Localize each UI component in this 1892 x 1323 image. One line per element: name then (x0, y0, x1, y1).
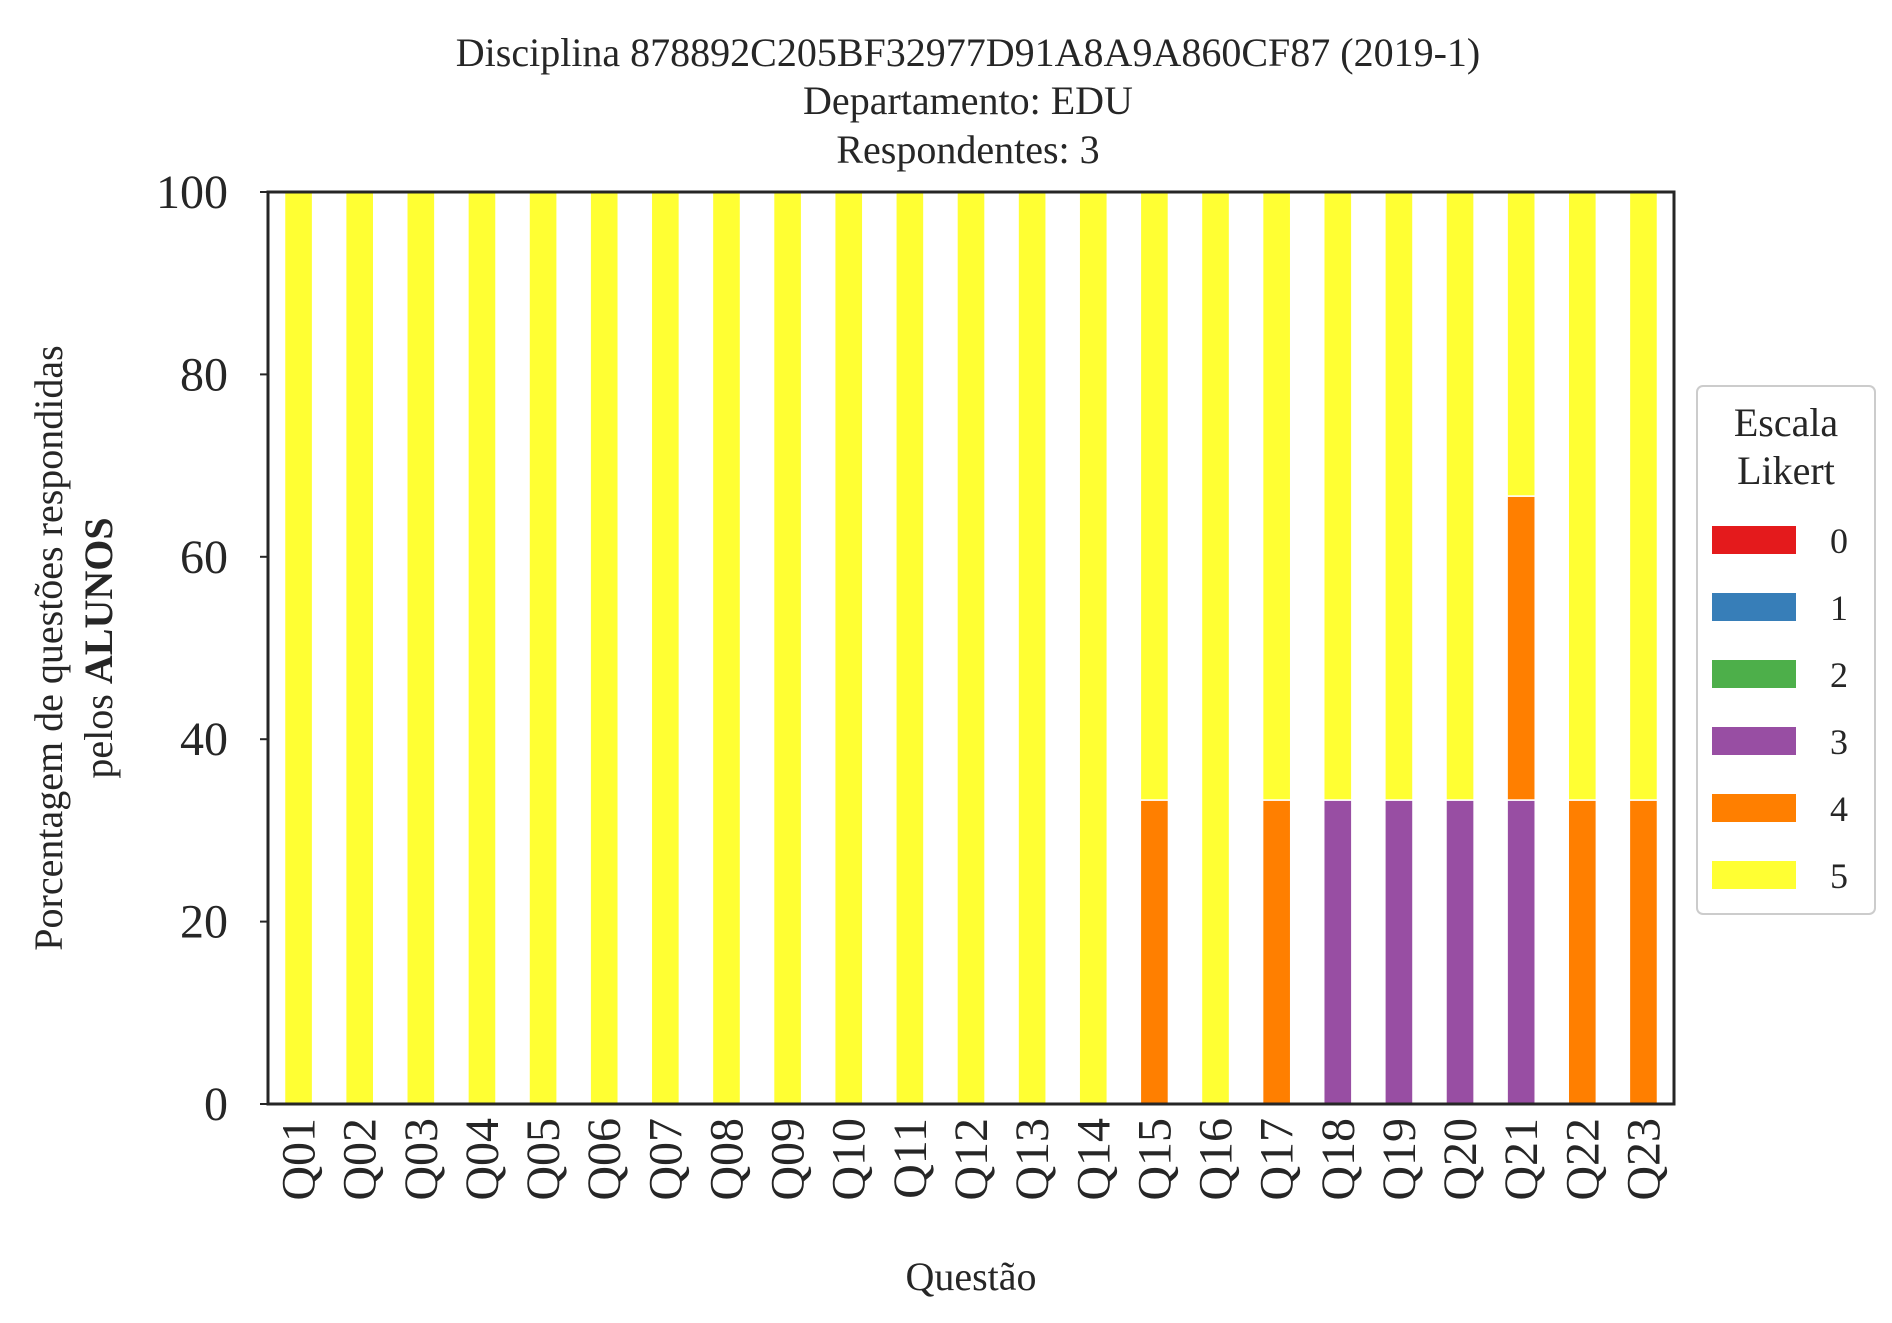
bar-Q22-scale-5 (1567, 191, 1598, 801)
x-tick-label-Q04: Q04 (456, 1118, 509, 1201)
x-tick-label-Q11: Q11 (884, 1118, 937, 1199)
legend-label-4: 4 (1830, 789, 1848, 829)
bar-Q11-scale-5 (895, 191, 925, 1105)
y-tick-label-80: 80 (180, 348, 228, 401)
chart-title: Disciplina 878892C205BF32977D91A8A9A860C… (456, 30, 1480, 172)
x-tick-label-Q15: Q15 (1128, 1118, 1181, 1201)
bar-Q02-scale-5 (344, 191, 375, 1105)
bar-Q04-scale-5 (467, 191, 497, 1105)
legend-swatch-2 (1712, 660, 1796, 688)
x-tick-label-Q01: Q01 (273, 1118, 326, 1201)
bar-Q23-scale-5 (1628, 191, 1659, 801)
x-tick-label-Q06: Q06 (578, 1118, 631, 1201)
chart-title-line-2: Departamento: EDU (803, 78, 1133, 123)
x-tick-label-Q08: Q08 (700, 1118, 753, 1201)
bar-Q08-scale-5 (711, 191, 742, 1105)
bar-Q16-scale-5 (1200, 191, 1231, 1105)
bar-Q23-scale-4 (1628, 799, 1659, 1105)
y-axis-ticks: 0 20 40 60 80 100 (156, 166, 268, 1131)
x-tick-label-Q05: Q05 (517, 1118, 570, 1201)
x-axis-label: Questão (905, 1254, 1036, 1299)
y-axis-label-prefix: pelos (76, 684, 121, 778)
x-tick-label-Q02: Q02 (334, 1118, 387, 1201)
bar-Q14-scale-5 (1078, 191, 1109, 1105)
legend-swatch-1 (1712, 593, 1796, 621)
bar-Q15-scale-4 (1139, 799, 1170, 1105)
bar-Q01-scale-5 (283, 191, 314, 1105)
bar-Q18-scale-3 (1322, 799, 1353, 1105)
x-tick-label-Q13: Q13 (1006, 1118, 1059, 1201)
bar-Q17-scale-5 (1261, 191, 1292, 801)
legend-title-line-2: Likert (1737, 448, 1835, 493)
chart-title-line-1: Disciplina 878892C205BF32977D91A8A9A860C… (456, 30, 1480, 75)
legend-label-3: 3 (1830, 722, 1848, 762)
bar-Q10-scale-5 (833, 191, 864, 1105)
bar-Q09-scale-5 (772, 191, 803, 1105)
legend-label-2: 2 (1830, 655, 1848, 695)
x-tick-label-Q03: Q03 (395, 1118, 448, 1201)
bar-Q22-scale-4 (1567, 799, 1598, 1105)
x-tick-label-Q19: Q19 (1373, 1118, 1426, 1201)
legend-frame (1696, 385, 1876, 915)
bar-Q07-scale-5 (650, 191, 681, 1105)
x-tick-label-Q07: Q07 (639, 1118, 692, 1201)
y-axis-label-line-1: Porcentagem de questões respondidas (26, 345, 71, 950)
x-tick-label-Q10: Q10 (823, 1118, 876, 1201)
axes-frame (266, 190, 1676, 1106)
x-tick-label-Q16: Q16 (1190, 1118, 1243, 1201)
bar-Q15-scale-5 (1139, 191, 1170, 801)
legend-label-0: 0 (1830, 521, 1848, 561)
x-tick-label-Q09: Q09 (762, 1118, 815, 1201)
bar-Q13-scale-5 (1017, 191, 1047, 1105)
bars-group (283, 191, 1659, 1105)
x-tick-label-Q17: Q17 (1251, 1118, 1304, 1201)
bar-Q21-scale-3 (1506, 799, 1536, 1105)
x-axis-ticks: Q01 Q02 Q03 Q04 Q05 Q06 Q07 Q08 Q09 Q10 Q11 Q12 Q13 Q… (273, 1118, 1671, 1201)
legend-swatch-3 (1712, 727, 1796, 755)
legend-label-5: 5 (1830, 856, 1848, 896)
x-tick-label-Q22: Q22 (1556, 1118, 1609, 1201)
y-tick-label-0: 0 (204, 1078, 228, 1131)
bar-Q19-scale-3 (1384, 799, 1414, 1105)
y-tick-label-40: 40 (180, 713, 228, 766)
bar-Q06-scale-5 (589, 191, 620, 1105)
legend-label-1: 1 (1830, 588, 1848, 628)
bar-Q21-scale-4 (1506, 495, 1536, 801)
legend-swatch-5 (1712, 861, 1796, 889)
x-tick-label-Q12: Q12 (945, 1118, 998, 1201)
bar-Q21-scale-5 (1506, 191, 1536, 497)
bar-Q05-scale-5 (528, 191, 558, 1105)
x-tick-label-Q20: Q20 (1434, 1118, 1487, 1201)
bar-Q20-scale-3 (1445, 799, 1475, 1105)
legend-swatch-0 (1712, 526, 1796, 554)
bar-Q18-scale-5 (1322, 191, 1353, 801)
bar-Q12-scale-5 (956, 191, 986, 1105)
bar-Q19-scale-5 (1384, 191, 1414, 801)
y-axis-label-bold: ALUNOS (76, 517, 121, 684)
legend: Escala Likert 0 1 2 3 4 5 (1696, 385, 1876, 915)
y-tick-label-100: 100 (156, 166, 228, 219)
x-tick-label-Q23: Q23 (1617, 1118, 1670, 1201)
y-tick-label-60: 60 (180, 531, 228, 584)
y-axis-label-line-2: pelos ALUNOS (76, 517, 121, 778)
legend-items: 0 1 2 3 4 5 (1712, 521, 1848, 896)
x-tick-label-Q14: Q14 (1067, 1118, 1120, 1201)
legend-title-line-1: Escala (1734, 400, 1839, 445)
legend-swatch-4 (1712, 794, 1796, 822)
bar-Q17-scale-4 (1261, 799, 1292, 1105)
bar-Q03-scale-5 (406, 191, 436, 1105)
x-tick-label-Q18: Q18 (1312, 1118, 1365, 1201)
y-axis-label: Porcentagem de questões respondidas pelo… (26, 345, 121, 950)
y-tick-label-20: 20 (180, 896, 228, 949)
chart-title-line-3: Respondentes: 3 (836, 127, 1099, 172)
bar-Q20-scale-5 (1445, 191, 1475, 801)
x-tick-label-Q21: Q21 (1495, 1118, 1548, 1201)
